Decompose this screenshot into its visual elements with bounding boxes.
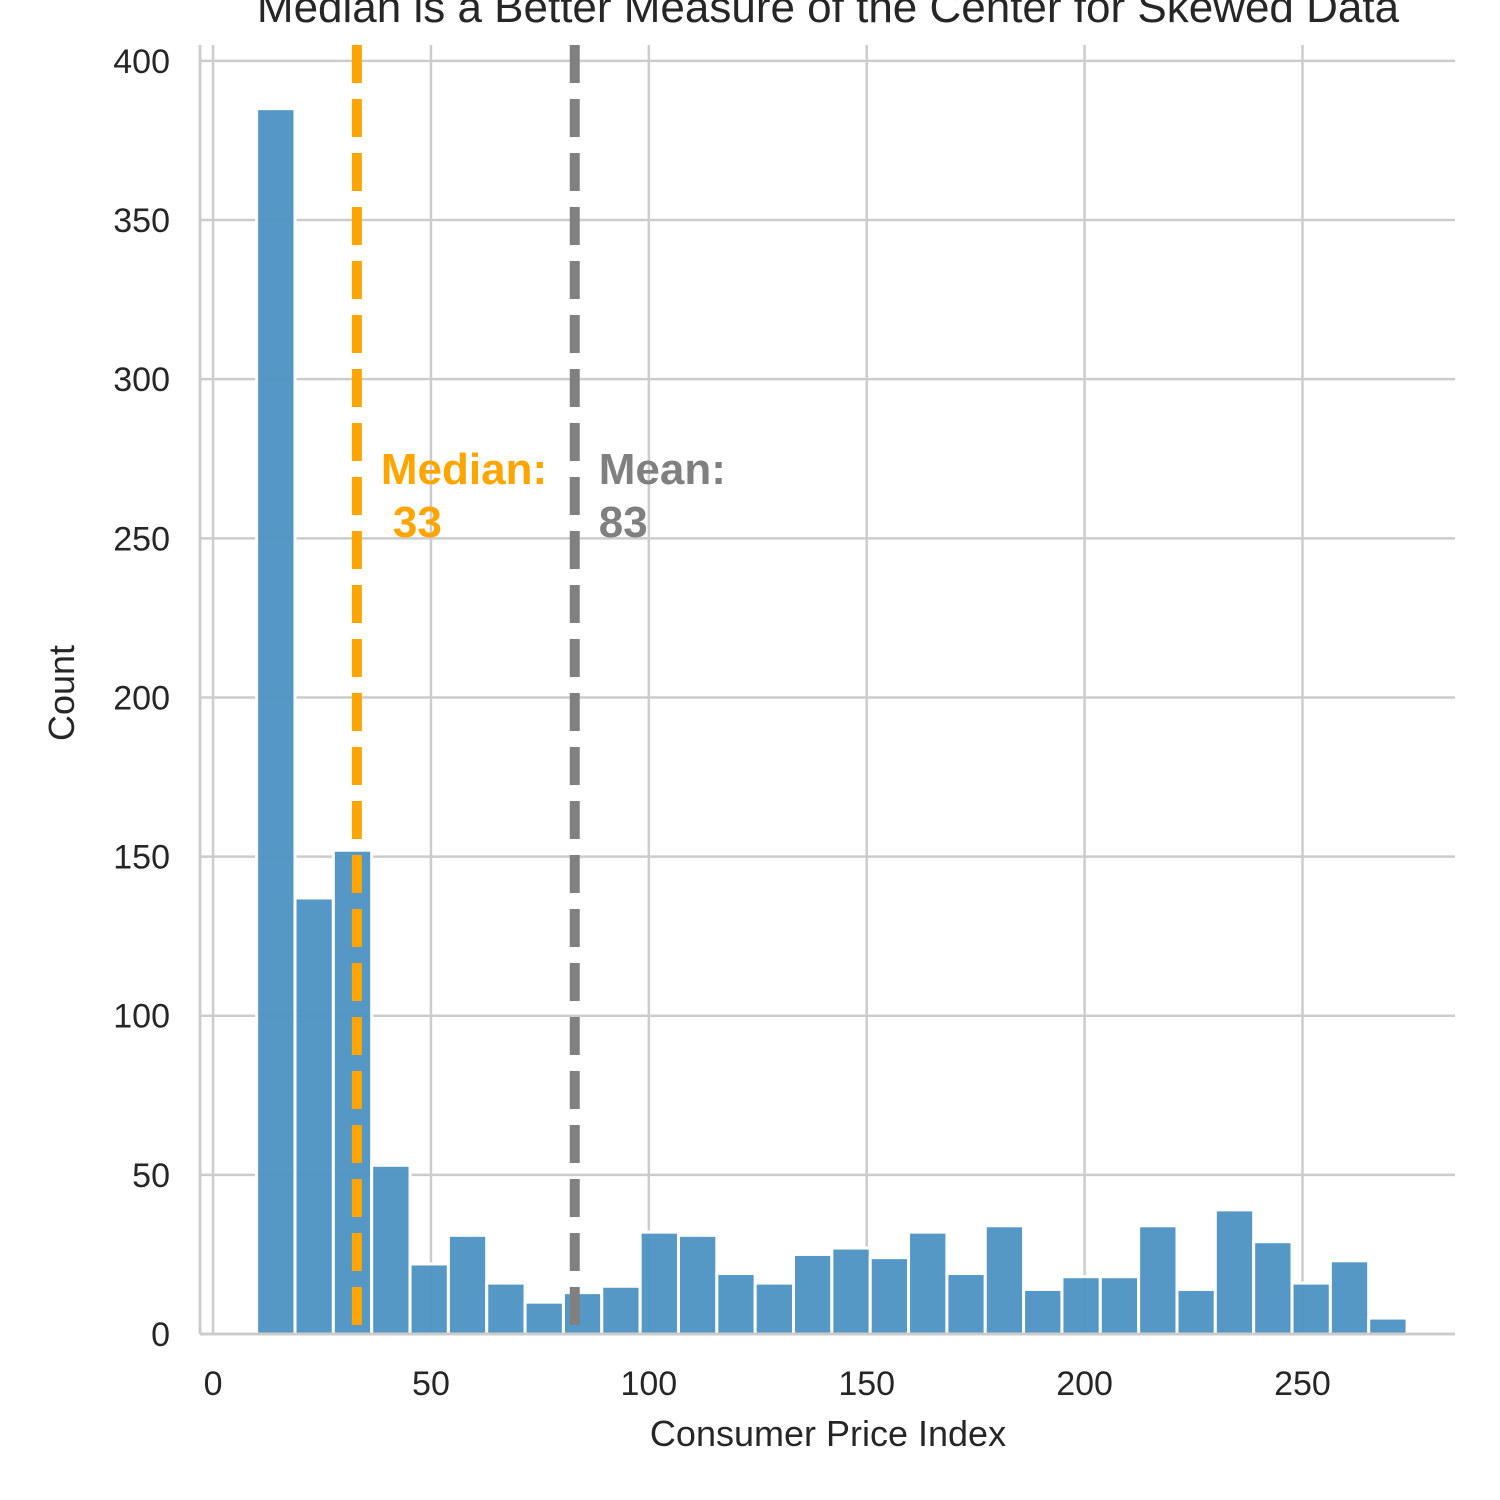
y-tick-label: 50: [132, 1157, 170, 1195]
histogram-bar: [792, 1252, 834, 1336]
histogram-bar: [370, 1163, 412, 1336]
x-tick-labels: 0 50 100 150 200 250: [204, 1365, 1331, 1403]
histogram-bar: [830, 1246, 872, 1336]
axis-spines: [198, 45, 1455, 1336]
histogram-bar: [408, 1262, 450, 1336]
histogram-bar: [1137, 1224, 1179, 1336]
reference-value: 83: [599, 498, 648, 547]
chart-title: Median is a Better Measure of the Center…: [257, 0, 1400, 32]
x-tick-label: 200: [1056, 1365, 1113, 1403]
histogram-bars: [255, 107, 1409, 1336]
histogram-bar: [945, 1272, 987, 1336]
histogram-bar: [676, 1233, 719, 1336]
histogram-bar: [983, 1224, 1026, 1336]
histogram-bar: [1252, 1240, 1294, 1336]
reference-value: 33: [393, 498, 442, 547]
y-tick-labels: 0 50 100 150 200 250 300 350 400: [113, 43, 170, 1354]
x-axis-label: Consumer Price Index: [650, 1413, 1006, 1454]
y-tick-label: 250: [113, 520, 170, 558]
y-tick-label: 150: [113, 839, 170, 877]
reference-label: Mean:: [599, 445, 726, 494]
x-tick-label: 50: [412, 1365, 450, 1403]
histogram-bar: [1328, 1259, 1371, 1336]
reference-lines: Median:33 Mean:83: [351, 45, 726, 1334]
x-tick-label: 150: [838, 1365, 895, 1403]
histogram-bar: [293, 896, 335, 1336]
y-tick-label: 350: [113, 202, 170, 240]
grid-lines: [200, 45, 1455, 1336]
y-axis-label: Count: [41, 645, 82, 741]
histogram-bar: [1213, 1208, 1256, 1336]
histogram-bar: [1022, 1287, 1064, 1336]
y-tick-label: 400: [113, 43, 170, 81]
x-tick-label: 0: [204, 1365, 223, 1403]
histogram-bar: [638, 1230, 680, 1336]
histogram-bar: [485, 1281, 527, 1336]
reference-label: Median:: [381, 445, 547, 494]
histogram-bar: [523, 1300, 565, 1336]
x-tick-label: 100: [620, 1365, 677, 1403]
histogram-bar: [753, 1281, 796, 1336]
y-tick-label: 300: [113, 361, 170, 399]
histogram-bar: [1290, 1281, 1332, 1336]
y-tick-label: 100: [113, 998, 170, 1036]
histogram-bar: [1060, 1275, 1102, 1336]
histogram-bar: [907, 1230, 949, 1336]
histogram-bar: [446, 1233, 489, 1336]
histogram-bar: [868, 1256, 911, 1336]
histogram-bar: [1098, 1275, 1141, 1336]
histogram-bar: [1175, 1287, 1217, 1336]
histogram-bar: [600, 1284, 642, 1336]
y-tick-label: 0: [151, 1316, 170, 1354]
histogram-bar: [715, 1272, 757, 1336]
histogram-bar: [255, 107, 297, 1336]
y-tick-label: 200: [113, 679, 170, 717]
histogram-bar: [1367, 1316, 1409, 1336]
histogram-bar: [561, 1291, 604, 1336]
x-tick-label: 250: [1274, 1365, 1331, 1403]
